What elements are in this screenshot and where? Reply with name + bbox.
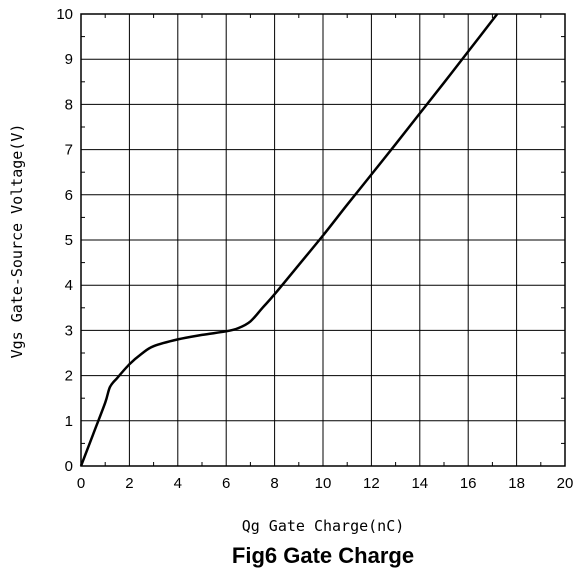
y-tick-label: 5 — [65, 232, 73, 249]
x-tick-label: 2 — [125, 475, 133, 492]
x-tick-label: 8 — [270, 475, 278, 492]
y-tick-label: 6 — [65, 187, 73, 204]
x-tick-label: 12 — [363, 475, 380, 492]
grid — [81, 14, 565, 466]
x-tick-label: 14 — [411, 475, 428, 492]
chart-title: Fig6 Gate Charge — [232, 543, 414, 568]
x-tick-label: 0 — [77, 475, 85, 492]
y-tick-labels: 0 1 2 3 4 5 6 7 8 9 10 — [56, 6, 73, 475]
x-tick-label: 16 — [460, 475, 477, 492]
y-tick-label: 3 — [65, 322, 73, 339]
y-tick-label: 4 — [65, 277, 73, 294]
y-axis-label: Vgs Gate-Source Voltage(V) — [8, 124, 26, 359]
series-line-0 — [79, 13, 499, 467]
x-tick-label: 10 — [315, 475, 332, 492]
y-tick-label: 1 — [65, 413, 73, 430]
series-layer — [79, 13, 499, 467]
x-axis-label: Qg Gate Charge(nC) — [242, 517, 405, 535]
x-tick-label: 6 — [222, 475, 230, 492]
plot-frame — [80, 13, 566, 467]
minor-ticks — [81, 14, 565, 466]
y-tick-label: 9 — [65, 51, 73, 68]
y-tick-label: 7 — [65, 142, 73, 159]
y-tick-label: 2 — [65, 368, 73, 385]
x-tick-labels: 0 2 4 6 8 10 12 14 16 18 20 — [77, 475, 574, 492]
x-tick-label: 4 — [174, 475, 182, 492]
y-tick-label: 0 — [65, 458, 73, 475]
y-tick-label: 10 — [56, 6, 73, 23]
x-tick-label: 18 — [508, 475, 525, 492]
x-tick-label: 20 — [557, 475, 574, 492]
y-tick-label: 8 — [65, 96, 73, 113]
